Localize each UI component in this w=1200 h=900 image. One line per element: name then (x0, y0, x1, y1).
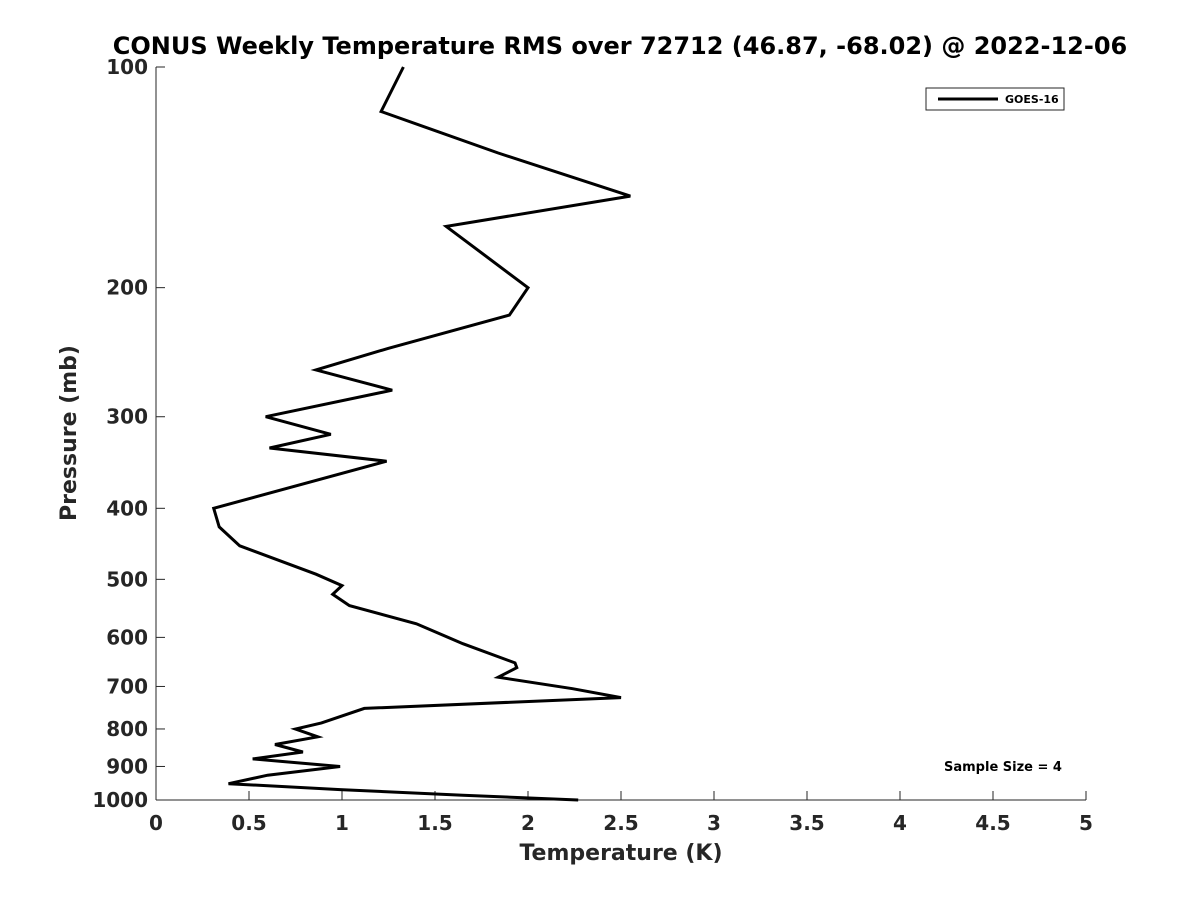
x-tick-label: 0 (149, 811, 163, 835)
x-axis-ticks: 0 0.5 1 1.5 2 2.5 3 3.5 4 4.5 5 (149, 791, 1093, 835)
x-tick-label: 2 (521, 811, 535, 835)
chart-title: CONUS Weekly Temperature RMS over 72712 … (113, 32, 1127, 60)
y-tick-label: 100 (106, 55, 148, 79)
y-tick-label: 200 (106, 276, 148, 300)
x-tick-label: 1.5 (417, 811, 452, 835)
y-tick-label: 800 (106, 717, 148, 741)
plot-area (156, 67, 1086, 800)
x-tick-label: 1 (335, 811, 349, 835)
x-tick-label: 2.5 (603, 811, 638, 835)
y-axis-ticks: 100 200 300 400 500 600 700 800 900 1000 (92, 55, 165, 812)
x-tick-label: 0.5 (231, 811, 266, 835)
y-tick-label: 1000 (92, 788, 148, 812)
legend: GOES-16 (925, 87, 1065, 111)
y-tick-label: 300 (106, 405, 148, 429)
y-tick-label: 900 (106, 754, 148, 778)
x-tick-label: 3.5 (789, 811, 824, 835)
x-tick-label: 5 (1079, 811, 1093, 835)
x-tick-label: 4 (893, 811, 907, 835)
x-tick-label: 3 (707, 811, 721, 835)
sample-size-annotation: Sample Size = 4 (944, 760, 1062, 775)
y-tick-label: 500 (106, 567, 148, 591)
y-tick-label: 600 (106, 625, 148, 649)
series-line-goes-16 (211, 66, 631, 802)
x-axis-label: Temperature (K) (519, 841, 722, 866)
x-tick-label: 4.5 (975, 811, 1010, 835)
plot-background (156, 67, 1086, 800)
y-tick-label: 400 (106, 496, 148, 520)
legend-entry-goes16: GOES-16 (1005, 93, 1059, 106)
y-axis-label: Pressure (mb) (57, 345, 82, 521)
y-tick-label: 700 (106, 674, 148, 698)
series-group (211, 66, 631, 802)
